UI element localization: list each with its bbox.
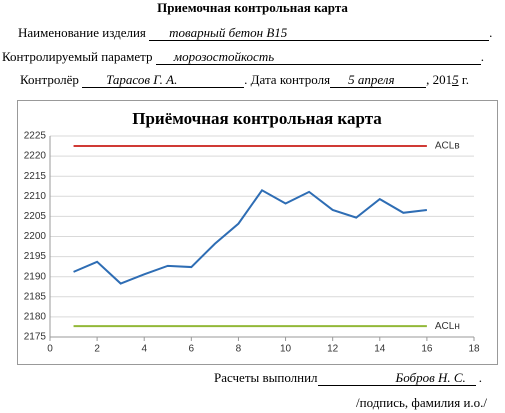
series-label: ACLв xyxy=(435,141,460,152)
chart-title: Приёмочная контрольная карта xyxy=(132,109,382,128)
product-row: Наименование изделия товарный бетон В15. xyxy=(18,25,493,41)
doc-title: Приемочная контрольная карта xyxy=(157,0,348,15)
x-tick-label: 2 xyxy=(94,344,100,355)
value: Тарасов Г. А. xyxy=(82,73,245,88)
value: Бобров Н. С. xyxy=(317,371,476,386)
label: Дата контроля xyxy=(250,72,331,87)
x-tick-label: 10 xyxy=(280,344,292,355)
y-tick-label: 2190 xyxy=(24,271,47,282)
label: Контролёр xyxy=(20,72,79,87)
year: 201 xyxy=(432,72,453,87)
value: морозостойкость xyxy=(155,50,481,65)
y-tick-label: 2205 xyxy=(24,211,47,222)
signature-note: /подпись, фамилия и.о./ xyxy=(356,395,488,410)
y-tick-label: 2195 xyxy=(24,251,47,262)
y-tick-label: 2220 xyxy=(24,151,47,162)
x-tick-label: 18 xyxy=(468,344,480,355)
y-tick-label: 2185 xyxy=(24,291,47,302)
y-tick-label: 2215 xyxy=(24,171,47,182)
label: Контролируемый параметр xyxy=(2,49,153,64)
series-line xyxy=(73,188,428,285)
calc-row: Расчеты выполнил Бобров Н. С. . xyxy=(214,370,483,386)
value: 5 апреля xyxy=(330,73,427,88)
label: Наименование изделия xyxy=(18,25,146,40)
year-unit: г. xyxy=(461,72,469,87)
x-tick-label: 16 xyxy=(421,344,433,355)
x-tick-label: 12 xyxy=(327,344,339,355)
controller-row: Контролёр Тарасов Г. А.. Дата контроля 5 … xyxy=(20,72,469,88)
series-label: ACLн xyxy=(435,321,460,332)
x-tick-label: 0 xyxy=(47,344,53,355)
y-tick-label: 2175 xyxy=(24,332,47,343)
label: Расчеты выполнил xyxy=(214,370,318,385)
chart: Приёмочная контрольная карта 21752180218… xyxy=(17,100,498,365)
parameter-row: Контролируемый параметр морозостойкость. xyxy=(2,49,485,65)
x-tick-label: 4 xyxy=(141,344,147,355)
x-tick-label: 8 xyxy=(236,344,242,355)
x-tick-label: 6 xyxy=(189,344,195,355)
y-tick-label: 2200 xyxy=(24,231,47,242)
x-tick-label: 14 xyxy=(374,344,386,355)
year: 5 xyxy=(452,72,459,87)
y-tick-label: 2210 xyxy=(24,191,47,202)
y-tick-label: 2225 xyxy=(24,131,47,142)
value: товарный бетон В15 xyxy=(149,26,490,41)
y-tick-label: 2180 xyxy=(24,312,47,323)
chart-frame xyxy=(17,100,498,365)
